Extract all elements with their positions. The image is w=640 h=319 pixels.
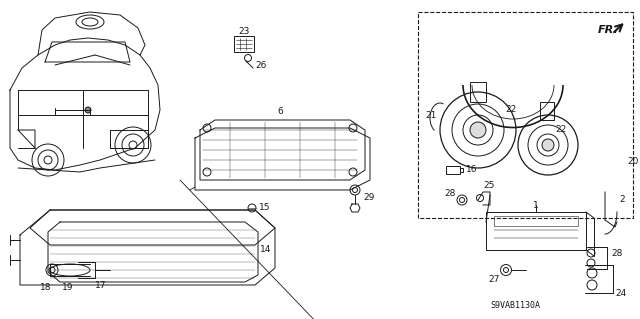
Text: 15: 15 bbox=[259, 204, 271, 212]
Bar bbox=[486, 212, 586, 250]
Bar bbox=[234, 36, 254, 52]
Text: 25: 25 bbox=[483, 182, 494, 190]
Text: 26: 26 bbox=[255, 62, 266, 70]
Text: 19: 19 bbox=[62, 283, 74, 292]
Text: S9VAB1130A: S9VAB1130A bbox=[490, 300, 540, 309]
Text: 14: 14 bbox=[260, 246, 271, 255]
Text: 22: 22 bbox=[555, 125, 566, 135]
Text: 6: 6 bbox=[277, 108, 283, 116]
Text: 28: 28 bbox=[444, 189, 456, 198]
Bar bbox=[460, 168, 463, 172]
Text: FR.: FR. bbox=[598, 25, 619, 35]
Text: 17: 17 bbox=[95, 280, 106, 290]
Text: 20: 20 bbox=[627, 158, 638, 167]
Text: 18: 18 bbox=[40, 283, 51, 292]
Text: 28: 28 bbox=[611, 249, 622, 257]
Bar bbox=[446, 166, 460, 174]
Circle shape bbox=[470, 122, 486, 138]
Text: 16: 16 bbox=[466, 166, 477, 174]
Bar bbox=[540, 102, 554, 120]
Circle shape bbox=[85, 107, 91, 113]
Text: 23: 23 bbox=[238, 26, 250, 35]
Text: 2: 2 bbox=[619, 196, 625, 204]
Text: 27: 27 bbox=[488, 276, 499, 285]
Bar bbox=[418, 12, 633, 218]
Text: 1: 1 bbox=[533, 201, 539, 210]
Bar bbox=[470, 82, 486, 102]
Text: 22: 22 bbox=[505, 106, 516, 115]
Circle shape bbox=[542, 139, 554, 151]
Text: 21: 21 bbox=[425, 110, 436, 120]
Text: 29: 29 bbox=[363, 194, 374, 203]
Text: 24: 24 bbox=[615, 288, 627, 298]
Bar bbox=[494, 216, 578, 226]
